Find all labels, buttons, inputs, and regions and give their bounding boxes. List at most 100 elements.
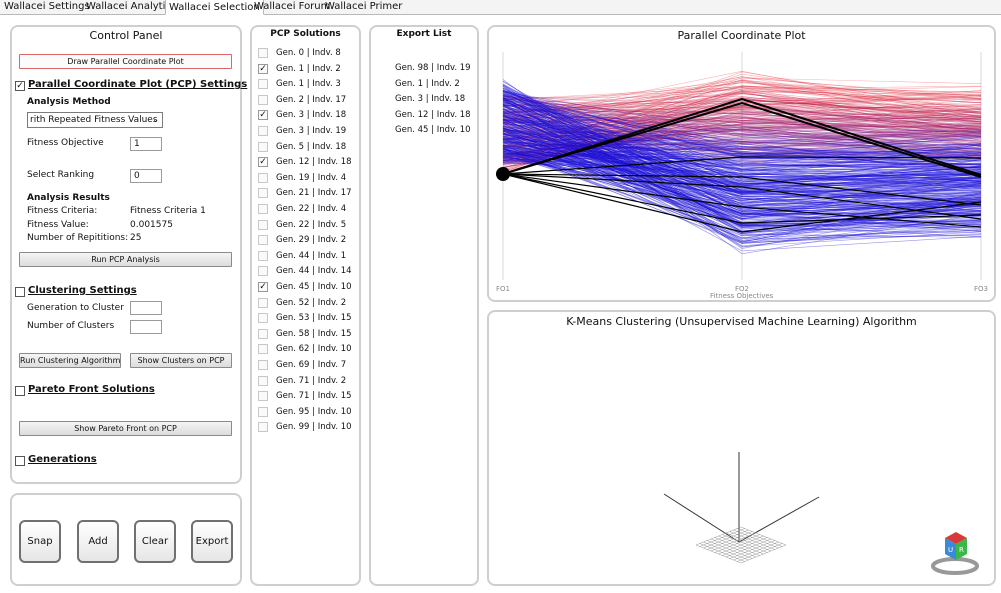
tab-wallacei-selection[interactable]: Wallacei Selection xyxy=(165,0,264,15)
pcp-solution-line xyxy=(502,100,982,225)
pcp-solution-line xyxy=(502,148,982,243)
pcp-solution-checkbox[interactable]: ✓ xyxy=(258,110,268,121)
show-pareto-front-button[interactable]: Show Pareto Front on PCP xyxy=(19,421,232,436)
pcp-solution-line xyxy=(502,146,982,206)
select-ranking-input[interactable]: 0 xyxy=(130,169,162,183)
pareto-front-checkbox[interactable] xyxy=(15,386,25,396)
pcp-solution-label: Gen. 71 | Indv. 15 xyxy=(276,391,352,402)
pcp-solution-checkbox[interactable] xyxy=(258,141,268,152)
pcp-solution-checkbox[interactable] xyxy=(258,266,268,277)
pcp-solution-line xyxy=(502,95,982,136)
pcp-solution-checkbox[interactable] xyxy=(258,328,268,339)
pcp-solution-checkbox[interactable]: ✓ xyxy=(258,282,268,292)
pcp-solution-checkbox[interactable] xyxy=(258,235,268,246)
pcp-solution-line xyxy=(502,113,982,132)
pcp-solution-line xyxy=(502,151,982,176)
generation-to-cluster-input[interactable] xyxy=(130,301,162,315)
view-cube-icon[interactable]: U R xyxy=(930,528,980,578)
draw-pcp-button[interactable]: Draw Parallel Coordinate Plot xyxy=(19,54,232,69)
pcp-solution-line xyxy=(502,109,982,131)
number-of-clusters-input[interactable] xyxy=(130,320,162,334)
pcp-solution-label: Gen. 29 | Indv. 2 xyxy=(276,235,347,246)
tab-wallacei-forum[interactable]: Wallacei Forum xyxy=(254,1,331,12)
kmeans-3d-viewport[interactable] xyxy=(489,312,994,584)
pcp-settings-label: Parallel Coordinate Plot (PCP) Settings xyxy=(28,79,248,90)
pcp-solution-checkbox[interactable] xyxy=(258,391,268,402)
show-clusters-button[interactable]: Show Clusters on PCP xyxy=(130,353,232,368)
pcp-solution-checkbox[interactable] xyxy=(258,297,268,308)
pcp-solution-line xyxy=(502,105,982,128)
export-list-item[interactable]: Gen. 1 | Indv. 2 xyxy=(395,78,460,89)
export-list-item[interactable]: Gen. 3 | Indv. 18 xyxy=(395,94,466,104)
pcp-solution-checkbox[interactable] xyxy=(258,219,268,230)
export-list-item[interactable]: Gen. 98 | Indv. 19 xyxy=(395,63,471,73)
pcp-solution-label: Gen. 0 | Indv. 8 xyxy=(276,48,341,58)
pcp-solution-line xyxy=(502,85,982,160)
analysis-method-select[interactable]: rith Repeated Fitness Values ⌄ xyxy=(27,112,163,128)
pcp-solution-line xyxy=(502,96,982,227)
pcp-solution-line xyxy=(502,105,982,229)
pcp-solution-checkbox[interactable] xyxy=(258,375,268,386)
pcp-solution-checkbox[interactable] xyxy=(258,422,268,433)
pcp-solution-line xyxy=(502,100,982,169)
fitness-objective-input[interactable]: 1 xyxy=(130,137,162,151)
pcp-highlight-line xyxy=(502,97,982,176)
pcp-solution-line xyxy=(502,124,982,232)
clear-button[interactable]: Clear xyxy=(134,520,176,563)
pcp-solution-checkbox[interactable] xyxy=(258,406,268,417)
tab-wallacei-analytics[interactable]: Wallacei Analytics xyxy=(86,1,177,12)
pcp-solution-checkbox[interactable] xyxy=(258,48,268,58)
pcp-solution-line xyxy=(502,90,982,137)
pcp-solution-line xyxy=(502,112,982,157)
tab-wallacei-primer[interactable]: Wallacei Primer xyxy=(325,1,403,12)
pcp-solution-checkbox[interactable] xyxy=(258,79,268,90)
pcp-solution-line xyxy=(502,94,982,169)
pcp-solution-checkbox[interactable] xyxy=(258,172,268,183)
pcp-solution-line xyxy=(502,123,982,156)
pcp-solution-checkbox[interactable] xyxy=(258,250,268,261)
pcp-settings-checkbox[interactable]: ✓ xyxy=(15,81,25,91)
tab-wallacei-settings[interactable]: Wallacei Settings xyxy=(4,1,90,12)
pcp-solution-line xyxy=(502,111,982,176)
pcp-solution-line xyxy=(502,73,982,157)
add-button[interactable]: Add xyxy=(77,520,119,563)
pcp-solution-line xyxy=(502,133,982,195)
run-pcp-analysis-button[interactable]: Run PCP Analysis xyxy=(19,252,232,267)
pcp-solution-checkbox[interactable]: ✓ xyxy=(258,63,268,74)
pcp-solution-checkbox[interactable]: ✓ xyxy=(258,157,268,168)
pcp-solution-line xyxy=(502,77,982,136)
pcp-solution-line xyxy=(502,108,982,187)
clustering-settings-checkbox[interactable] xyxy=(15,287,25,297)
pcp-solution-line xyxy=(502,96,982,120)
export-list-item[interactable]: Gen. 12 | Indv. 18 xyxy=(395,109,471,120)
pcp-solution-line xyxy=(502,93,982,166)
pcp-solution-checkbox[interactable] xyxy=(258,126,268,136)
pcp-solution-line xyxy=(502,98,982,144)
pcp-solution-line xyxy=(502,92,982,211)
pcp-solution-checkbox[interactable] xyxy=(258,94,268,105)
pcp-solution-line xyxy=(502,76,982,121)
control-panel: Control Panel Draw Parallel Coordinate P… xyxy=(10,25,247,484)
pcp-solution-line xyxy=(502,101,982,170)
snap-button[interactable]: Snap xyxy=(19,520,61,563)
pcp-solution-line xyxy=(502,95,982,150)
pcp-solution-checkbox[interactable] xyxy=(258,344,268,355)
generations-checkbox[interactable] xyxy=(15,456,25,466)
pcp-solution-line xyxy=(502,91,982,141)
pcp-solution-line xyxy=(502,89,982,211)
pcp-solution-line xyxy=(502,99,982,225)
pcp-solution-line xyxy=(502,104,982,247)
export-list-item[interactable]: Gen. 45 | Indv. 10 xyxy=(395,125,471,135)
pcp-solution-checkbox[interactable] xyxy=(258,188,268,199)
pcp-solution-line xyxy=(502,118,982,169)
pcp-solution-checkbox[interactable] xyxy=(258,313,268,324)
pcp-solution-line xyxy=(502,91,982,170)
pcp-solution-line xyxy=(502,161,982,184)
pcp-solution-checkbox[interactable] xyxy=(258,204,268,214)
pcp-solution-label: Gen. 2 | Indv. 17 xyxy=(276,94,347,105)
run-clustering-button[interactable]: Run Clustering Algorithm xyxy=(19,353,121,368)
pcp-solution-checkbox[interactable] xyxy=(258,360,268,370)
export-button[interactable]: Export xyxy=(191,520,233,563)
pcp-solution-line xyxy=(502,120,982,183)
pcp-solution-line xyxy=(502,122,982,128)
